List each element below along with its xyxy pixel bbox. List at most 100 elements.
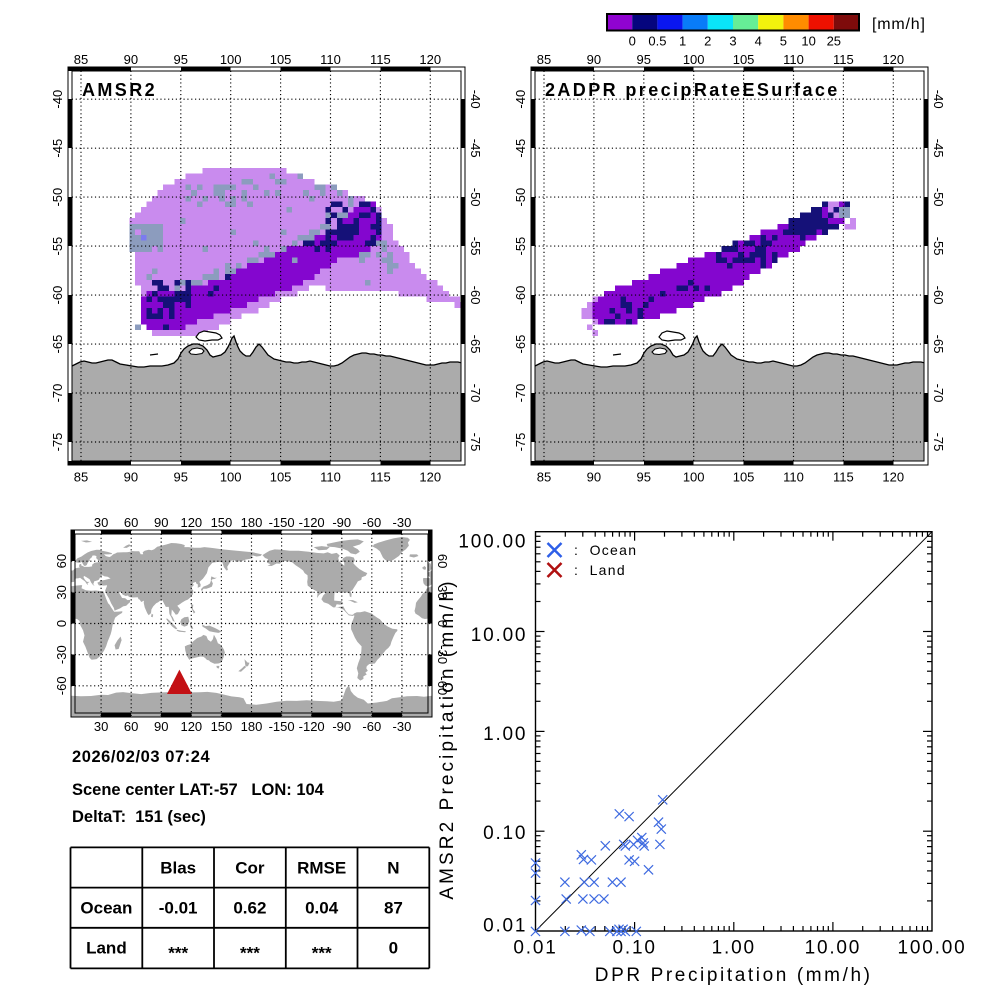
svg-text:0.62: 0.62	[233, 899, 266, 918]
svg-text:Blas: Blas	[160, 859, 196, 878]
svg-text:120: 120	[180, 515, 202, 530]
svg-text:2ADPR precipRateESurface: 2ADPR precipRateESurface	[545, 80, 840, 100]
svg-text:105: 105	[270, 470, 292, 485]
svg-text:85: 85	[537, 470, 551, 485]
svg-text:85: 85	[537, 52, 551, 67]
svg-text:100.00: 100.00	[898, 938, 967, 959]
svg-text:-45: -45	[468, 139, 483, 158]
svg-text:-55: -55	[931, 237, 946, 256]
svg-text:30: 30	[94, 515, 108, 530]
svg-text:115: 115	[370, 52, 391, 67]
svg-text:90: 90	[587, 52, 601, 67]
svg-text:-60: -60	[54, 676, 69, 695]
svg-text:Cor: Cor	[235, 859, 265, 878]
svg-text:120: 120	[419, 470, 441, 485]
svg-text:AMSR2 Precipitation (mm/h): AMSR2 Precipitation (mm/h)	[437, 578, 458, 899]
svg-text:-40: -40	[931, 90, 946, 109]
svg-text:-65: -65	[468, 335, 483, 354]
svg-text:0: 0	[629, 34, 636, 49]
svg-text:0: 0	[389, 939, 398, 958]
svg-text:110: 110	[320, 470, 341, 485]
svg-text:115: 115	[833, 470, 854, 485]
svg-text:60: 60	[54, 554, 69, 568]
svg-text:115: 115	[370, 470, 391, 485]
svg-text:4: 4	[755, 34, 762, 49]
svg-text:***: ***	[312, 944, 332, 963]
svg-text:150: 150	[211, 719, 233, 734]
svg-text:95: 95	[174, 52, 188, 67]
svg-text:-70: -70	[50, 384, 65, 403]
svg-text:-55: -55	[468, 237, 483, 256]
svg-text:30: 30	[435, 585, 450, 599]
svg-text:DeltaT: 151 (sec): DeltaT: 151 (sec)	[72, 808, 206, 826]
svg-text:85: 85	[74, 470, 88, 485]
svg-text:-0.01: -0.01	[159, 899, 198, 918]
svg-text:110: 110	[320, 52, 341, 67]
svg-text:105: 105	[270, 52, 292, 67]
svg-text:100: 100	[220, 52, 242, 67]
svg-text:AMSR2: AMSR2	[82, 80, 157, 100]
svg-text:0: 0	[435, 620, 450, 627]
svg-text:110: 110	[783, 52, 804, 67]
svg-text:0.5: 0.5	[648, 34, 666, 49]
svg-text:95: 95	[637, 470, 651, 485]
svg-text:150: 150	[211, 515, 233, 530]
svg-text:25: 25	[827, 34, 841, 49]
svg-text:-40: -40	[468, 90, 483, 109]
svg-text:105: 105	[733, 470, 755, 485]
svg-text:-120: -120	[299, 719, 325, 734]
svg-text:-65: -65	[931, 335, 946, 354]
svg-text:-50: -50	[50, 188, 65, 207]
svg-text:-75: -75	[468, 433, 483, 452]
svg-text:-60: -60	[362, 515, 381, 530]
svg-text:0.04: 0.04	[305, 899, 339, 918]
svg-text:95: 95	[174, 470, 188, 485]
svg-text:-60: -60	[435, 676, 450, 695]
svg-text:-70: -70	[931, 384, 946, 403]
svg-text:30: 30	[54, 585, 69, 599]
svg-text:-65: -65	[513, 335, 528, 354]
svg-text:120: 120	[882, 52, 904, 67]
svg-text:180: 180	[241, 515, 263, 530]
svg-text:87: 87	[384, 899, 403, 918]
svg-text:-90: -90	[332, 719, 351, 734]
svg-text:***: ***	[240, 944, 260, 963]
svg-text:90: 90	[124, 52, 138, 67]
svg-text:5: 5	[780, 34, 787, 49]
svg-text:10.00: 10.00	[471, 625, 528, 646]
svg-text:0.10: 0.10	[483, 823, 527, 844]
svg-text:: Ocean: : Ocean	[574, 542, 637, 558]
svg-text:60: 60	[124, 719, 138, 734]
svg-text:180: 180	[241, 719, 263, 734]
svg-text:-30: -30	[393, 719, 412, 734]
svg-text:90: 90	[587, 470, 601, 485]
svg-text:-60: -60	[362, 719, 381, 734]
svg-text:-50: -50	[513, 188, 528, 207]
svg-text:2026/02/03 07:24: 2026/02/03 07:24	[72, 748, 210, 766]
svg-text:0.10: 0.10	[613, 938, 657, 959]
svg-text:-30: -30	[435, 645, 450, 664]
svg-text:Land: Land	[86, 939, 127, 958]
svg-text:-65: -65	[50, 335, 65, 354]
svg-text:-150: -150	[269, 719, 295, 734]
svg-text:90: 90	[154, 719, 168, 734]
svg-text:-150: -150	[269, 515, 295, 530]
svg-text:-45: -45	[513, 139, 528, 158]
svg-text:1.00: 1.00	[712, 938, 756, 959]
svg-text:1: 1	[679, 34, 686, 49]
svg-text:95: 95	[637, 52, 651, 67]
svg-text:85: 85	[74, 52, 88, 67]
svg-text:90: 90	[124, 470, 138, 485]
svg-text:RMSE: RMSE	[297, 859, 346, 878]
svg-text:120: 120	[882, 470, 904, 485]
svg-text:-50: -50	[931, 188, 946, 207]
svg-text:-75: -75	[513, 433, 528, 452]
svg-text:10.00: 10.00	[805, 938, 862, 959]
svg-text:-90: -90	[332, 515, 351, 530]
svg-text:-60: -60	[468, 286, 483, 305]
svg-text:60: 60	[435, 554, 450, 568]
svg-text:1.00: 1.00	[483, 724, 527, 745]
svg-text:-75: -75	[50, 433, 65, 452]
svg-text:-50: -50	[468, 188, 483, 207]
svg-text:Ocean: Ocean	[80, 899, 132, 918]
